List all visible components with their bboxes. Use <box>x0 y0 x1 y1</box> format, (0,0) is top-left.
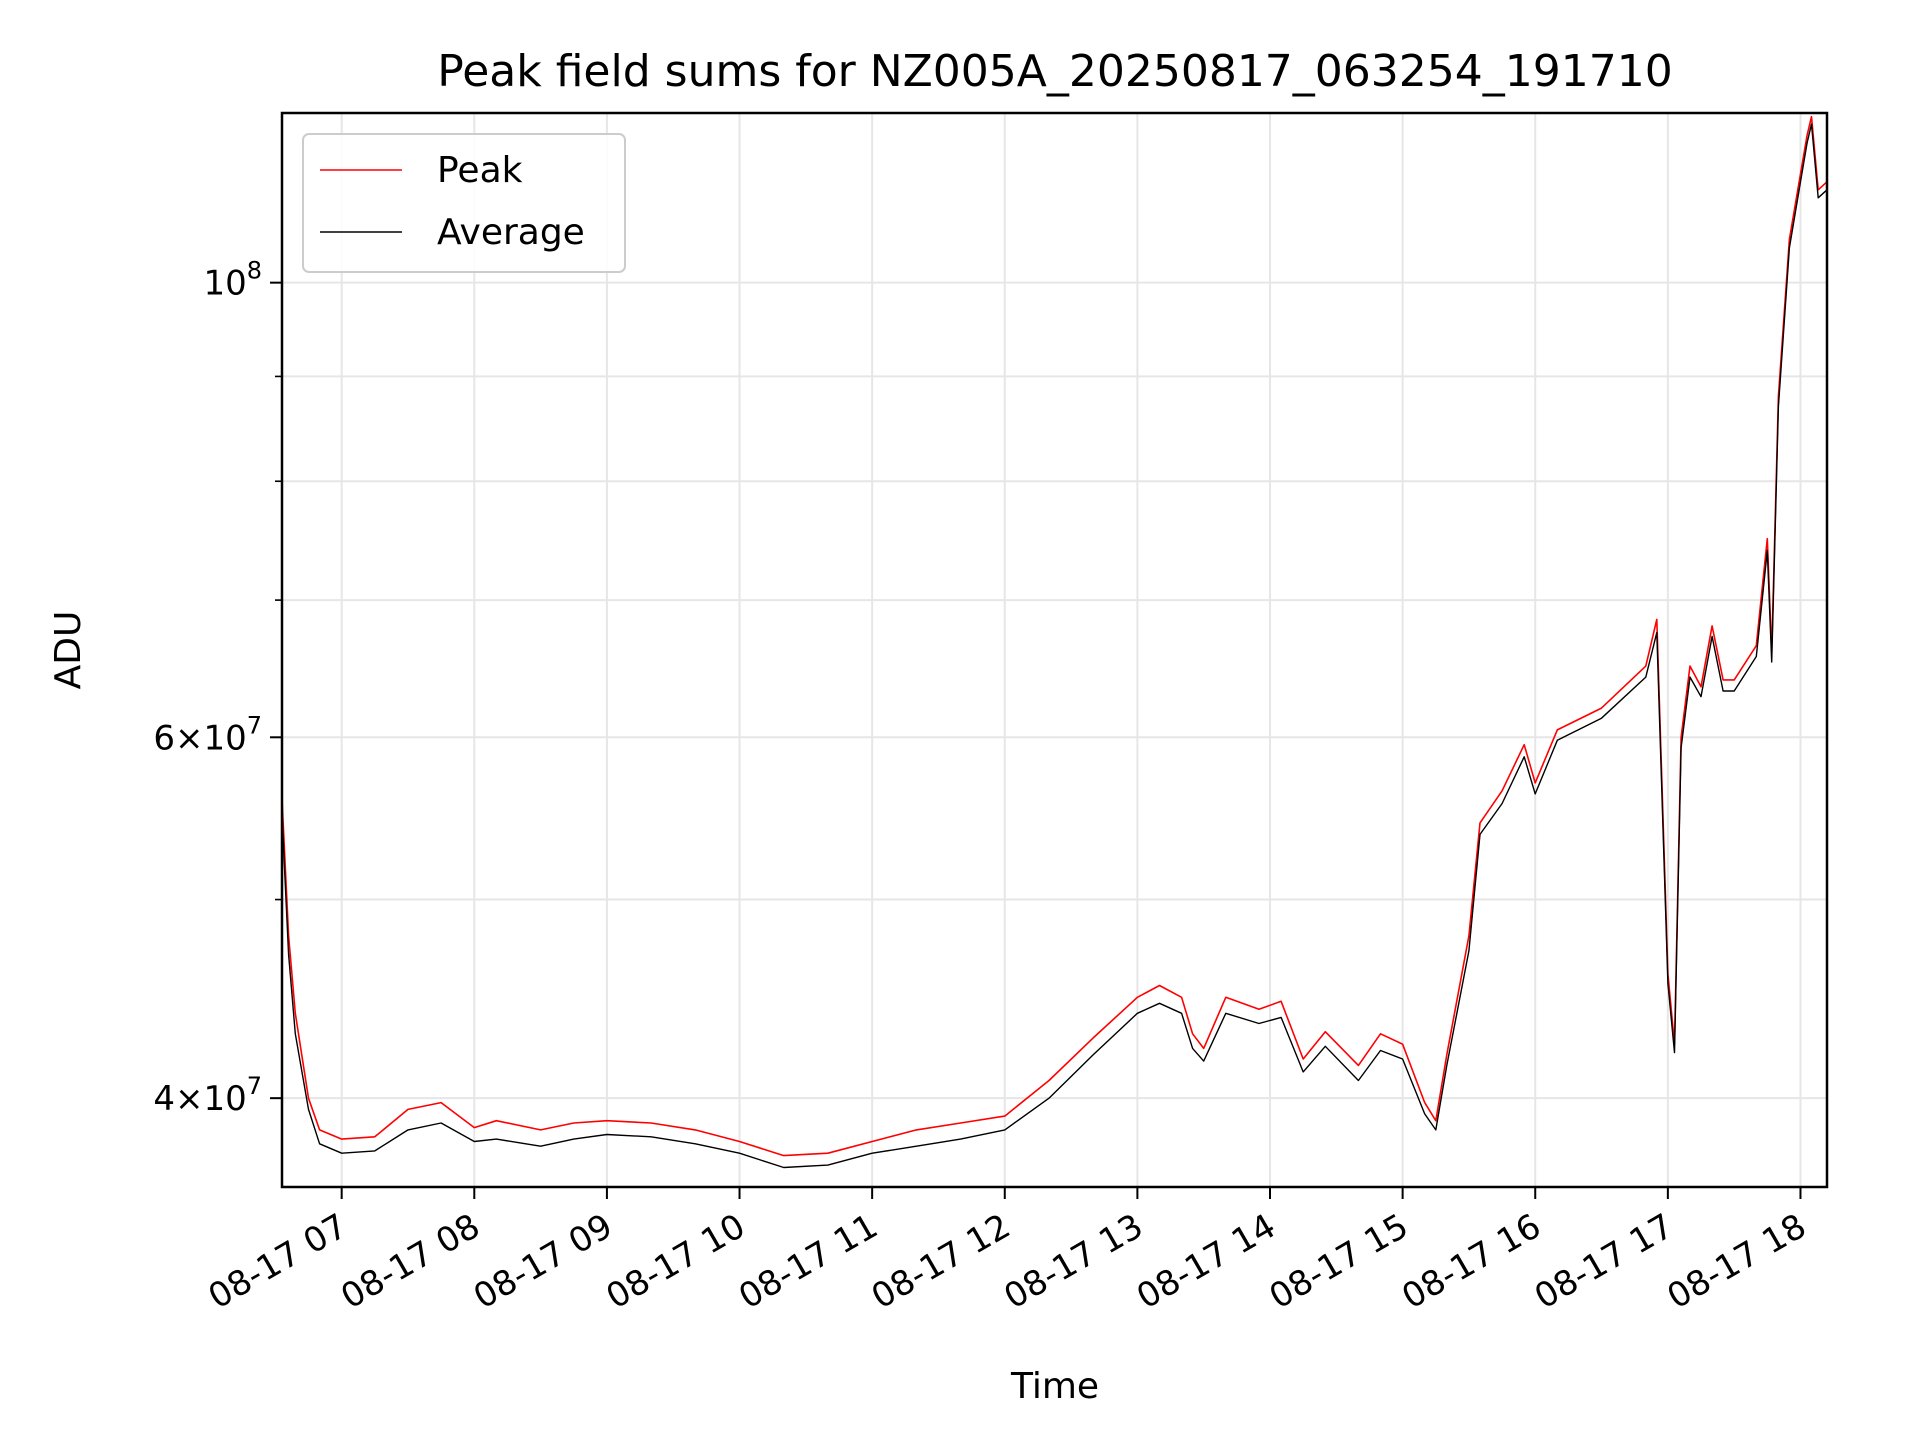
y-axis: 4×107 6×107 108 <box>153 257 282 1119</box>
x-axis-label: Time <box>1010 1366 1099 1407</box>
legend-label-peak: Peak <box>437 150 523 191</box>
y-tick-label: 6×107 <box>153 711 262 758</box>
y-tick-label: 108 <box>203 257 262 304</box>
chart-title: Peak field sums for NZ005A_20250817_0632… <box>437 46 1672 97</box>
legend-label-average: Average <box>437 212 585 253</box>
series-line-peak <box>281 115 1828 1157</box>
legend: Peak Average <box>302 133 626 273</box>
grid <box>282 113 1827 1187</box>
legend-box <box>302 133 626 273</box>
series-layer <box>281 115 1828 1169</box>
y-tick-label: 4×107 <box>153 1072 262 1119</box>
series-line-average <box>281 123 1828 1169</box>
y-axis-label: ADU <box>48 611 89 690</box>
plot-frame <box>280 111 1829 1189</box>
